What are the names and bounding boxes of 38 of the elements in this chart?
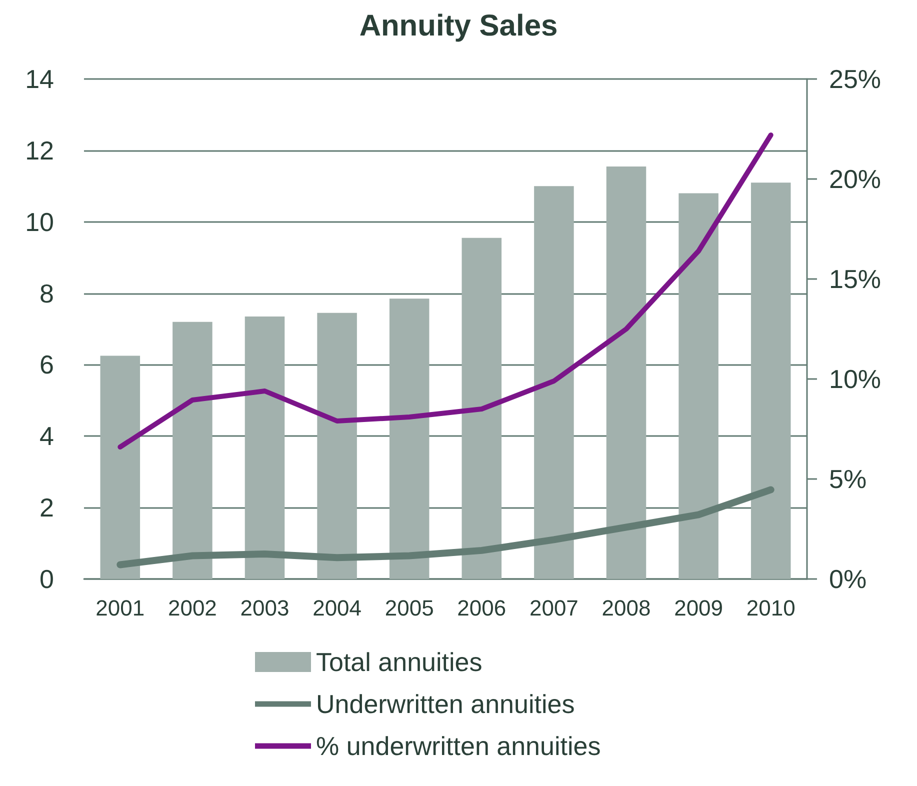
legend-label: Underwritten annuities — [316, 689, 575, 719]
bar — [172, 322, 212, 579]
x-tick-label: 2010 — [746, 596, 796, 620]
x-tick-label: 2006 — [457, 596, 506, 620]
y-tick-label: 8 — [40, 278, 54, 308]
bar — [606, 166, 646, 579]
y2-tick-label: 20% — [829, 164, 882, 194]
x-tick-label: 2007 — [529, 596, 578, 620]
legend-label: % underwritten annuities — [316, 731, 601, 761]
bar — [317, 312, 357, 579]
bar — [750, 182, 791, 579]
x-tick-label: 2009 — [674, 596, 724, 620]
y2-tick-label: 0% — [829, 564, 867, 594]
bar — [534, 186, 574, 579]
x-tick-label: 2004 — [312, 596, 362, 620]
bar — [462, 238, 502, 579]
x-tick-label: 2005 — [384, 596, 434, 620]
y-tick-label: 4 — [40, 421, 54, 452]
y2-tick-label: 5% — [829, 464, 867, 494]
x-tick-label: 2002 — [168, 596, 217, 620]
y2-tick-label: 15% — [829, 264, 882, 294]
x-tick-label: 2008 — [602, 596, 651, 620]
y-tick-label: 2 — [40, 492, 54, 523]
y-tick-label: 0 — [40, 564, 54, 594]
bar — [244, 316, 285, 579]
y2-tick-label: 10% — [829, 364, 882, 394]
bar — [100, 356, 140, 579]
x-tick-label: 2003 — [240, 596, 290, 620]
x-tick-label: 2001 — [96, 596, 145, 620]
y-tick-label: 14 — [25, 64, 54, 94]
bar — [389, 298, 430, 579]
y2-tick-label: 25% — [829, 64, 882, 94]
y-tick-label: 6 — [40, 350, 54, 380]
y-tick-label: 10 — [25, 206, 54, 237]
chart-title: Annuity Sales — [359, 10, 558, 42]
y-tick-label: 12 — [25, 135, 54, 166]
bar — [678, 193, 718, 579]
legend-label: Total annuities — [316, 647, 482, 677]
